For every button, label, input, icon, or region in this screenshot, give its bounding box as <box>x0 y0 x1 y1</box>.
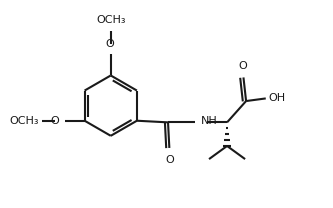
Text: O: O <box>105 38 114 49</box>
Text: O: O <box>238 61 247 71</box>
Text: OCH₃: OCH₃ <box>96 15 126 25</box>
Text: OH: OH <box>268 93 285 103</box>
Text: OCH₃: OCH₃ <box>10 116 39 126</box>
Text: NH: NH <box>201 116 217 126</box>
Text: O: O <box>165 155 174 165</box>
Text: O: O <box>50 116 59 126</box>
